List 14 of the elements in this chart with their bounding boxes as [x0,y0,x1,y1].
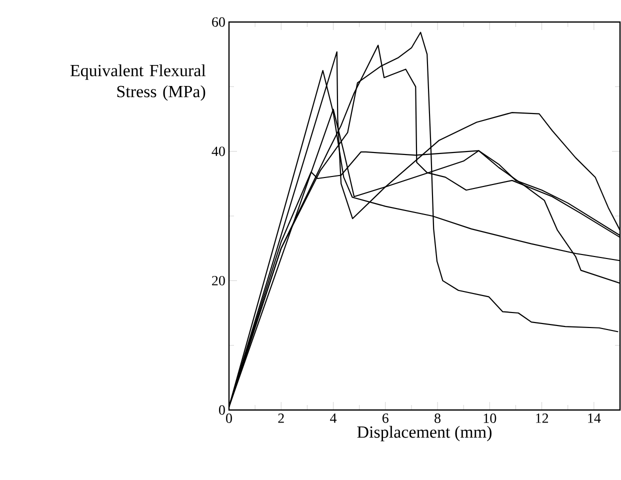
x-tick-label: 0 [226,414,232,423]
x-axis-title: Displacement (mm) [357,426,492,442]
x-tick-label: 12 [536,414,548,423]
x-tick-label: 14 [588,414,601,423]
y-tick-label: 60 [212,17,225,27]
x-tick-label: 2 [278,414,284,423]
x-tick-label: 10 [484,414,496,423]
x-tick-label: 4 [330,414,337,423]
y-axis-title: Equivalent Flexural Stress (MPa) [70,64,206,101]
x-tick-label: 8 [434,414,440,423]
y-tick-label: 0 [219,405,225,415]
y-tick-label: 20 [212,276,225,286]
x-tick-label: 6 [382,414,388,423]
y-tick-label: 40 [212,146,225,156]
